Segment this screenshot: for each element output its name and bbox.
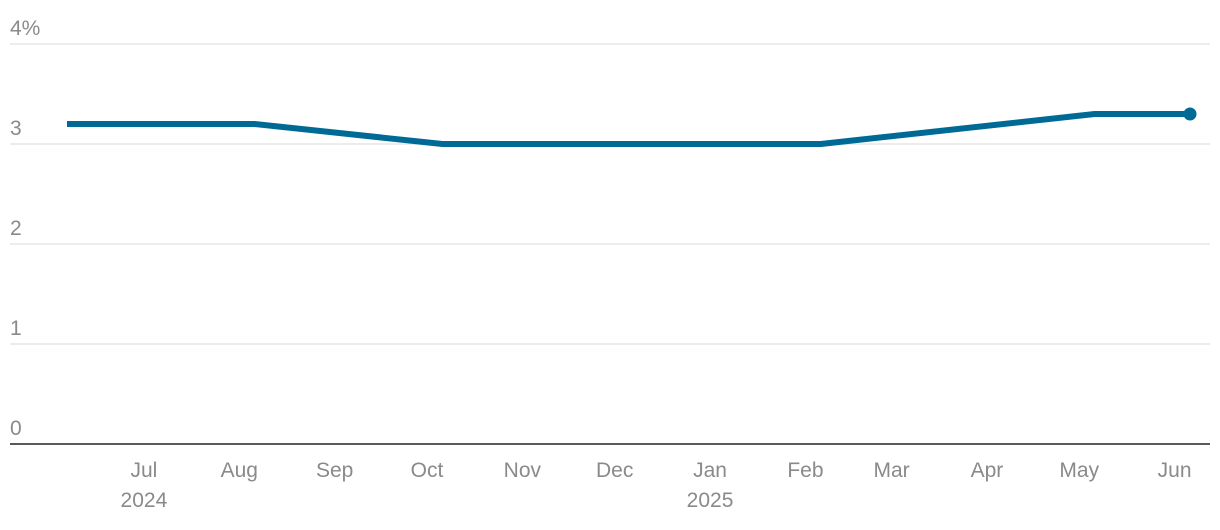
- x-tick-label: Oct: [411, 459, 444, 482]
- x-axis-tick-labels: Jul Aug Sep Oct Nov Dec Jan Feb Mar Apr May Jun 2024…: [121, 459, 1192, 512]
- x-tick-label: Jun: [1158, 459, 1192, 482]
- y-tick-label: 2: [10, 217, 22, 240]
- x-tick-label: Aug: [221, 459, 258, 482]
- y-axis-tick-labels: 0 1 2 3 4%: [10, 17, 40, 440]
- x-tick-label: Sep: [316, 459, 353, 482]
- y-tick-label: 4%: [10, 17, 40, 40]
- x-tick-label: Dec: [596, 459, 633, 482]
- x-tick-label: Nov: [504, 459, 542, 482]
- x-tick-label: Apr: [971, 459, 1004, 482]
- y-tick-label: 1: [10, 317, 22, 340]
- y-tick-label: 0: [10, 417, 22, 440]
- gridlines: [10, 43, 1210, 445]
- series-endpoint-marker: [1183, 107, 1197, 121]
- series-lines: [67, 107, 1197, 147]
- x-tick-label: Jan: [693, 459, 727, 482]
- y-tick-label: 3: [10, 117, 22, 140]
- x-year-label: 2024: [121, 489, 168, 512]
- x-tick-label: Jul: [130, 459, 157, 482]
- series-line: [67, 111, 1190, 147]
- x-tick-label: May: [1059, 459, 1099, 482]
- x-tick-label: Mar: [873, 459, 909, 482]
- x-year-label: 2025: [687, 489, 734, 512]
- x-tick-label: Feb: [787, 459, 823, 482]
